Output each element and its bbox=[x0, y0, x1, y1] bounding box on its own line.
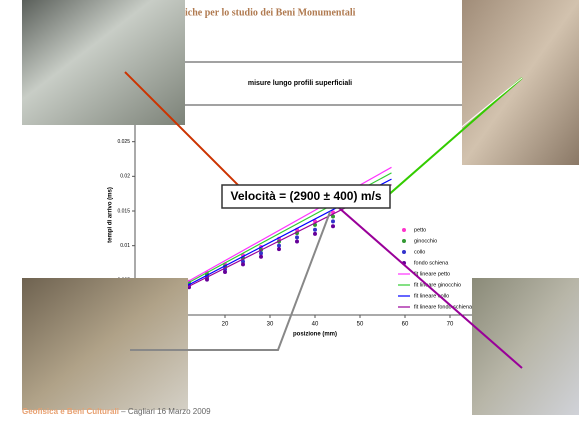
legend-label: ginocchio bbox=[414, 238, 437, 244]
x-tick-label: 20 bbox=[222, 322, 229, 328]
x-tick-label: 60 bbox=[402, 322, 409, 328]
x-tick-label: 50 bbox=[357, 322, 364, 328]
y-tick-label: 0.02 bbox=[120, 174, 130, 180]
legend-label: petto bbox=[414, 227, 426, 233]
footer-bold: Geofisica e Beni Culturali bbox=[22, 407, 119, 416]
slide: misure lungo profili superficiali posizi… bbox=[0, 0, 579, 422]
legend-label: fondo schiena bbox=[414, 260, 449, 266]
footer: Geofisica e Beni Culturali – Cagliari 16… bbox=[22, 407, 211, 416]
x-axis-label: posizione (mm) bbox=[293, 332, 337, 338]
x-tick-label: 30 bbox=[267, 322, 274, 328]
data-point bbox=[277, 244, 281, 248]
data-point bbox=[313, 232, 317, 236]
legend-label: fit lineare fondo schiena bbox=[414, 304, 473, 310]
legend-label: collo bbox=[414, 249, 425, 255]
legend-swatch bbox=[402, 228, 406, 232]
y-tick-label: 0.015 bbox=[117, 208, 130, 214]
data-point bbox=[313, 228, 317, 232]
data-point bbox=[259, 251, 263, 255]
x-tick-label: 40 bbox=[312, 322, 319, 328]
data-point bbox=[295, 235, 299, 239]
legend-label: fit lineare ginocchio bbox=[414, 282, 461, 288]
legend-label: fit lineare petto bbox=[414, 271, 450, 277]
legend-swatch bbox=[402, 239, 406, 243]
photo bbox=[22, 278, 188, 410]
data-point bbox=[223, 270, 227, 274]
data-point bbox=[241, 262, 245, 266]
legend-swatch bbox=[402, 250, 406, 254]
y-axis-label: tempi di arrivo (ms) bbox=[108, 187, 114, 243]
x-tick-label: 70 bbox=[447, 322, 454, 328]
data-point bbox=[295, 240, 299, 244]
slide-title: iche per lo studio dei Beni Monumentali bbox=[185, 7, 356, 18]
annotation: Velocità = (2900 ± 400) m/s bbox=[230, 189, 381, 203]
chart-title: misure lungo profili superficiali bbox=[248, 80, 352, 87]
data-point bbox=[259, 255, 263, 259]
data-point bbox=[331, 224, 335, 228]
y-tick-label: 0.01 bbox=[120, 243, 130, 249]
data-point bbox=[331, 219, 335, 223]
footer-rest: – Cagliari 16 Marzo 2009 bbox=[121, 407, 211, 416]
photo bbox=[462, 0, 579, 165]
y-tick-label: 0.025 bbox=[117, 139, 130, 145]
data-point bbox=[277, 247, 281, 251]
photo bbox=[472, 278, 579, 415]
